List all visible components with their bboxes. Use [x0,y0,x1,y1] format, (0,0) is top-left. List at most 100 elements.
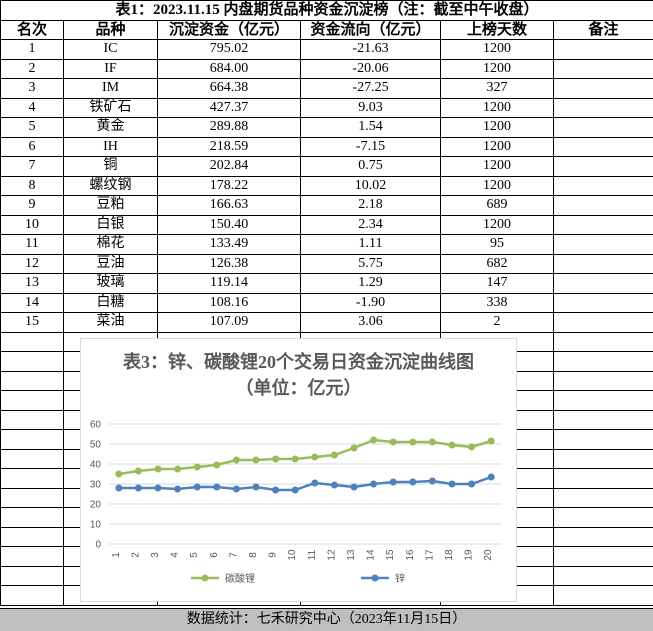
empty-cell [1,488,64,508]
table-cell [554,235,653,255]
table-cell: 8 [1,176,64,196]
table-cell: 5.75 [301,254,441,274]
x-tick-label: 10 [287,549,298,561]
table-cell: 1 [1,40,64,60]
x-tick-label: 17 [424,549,435,561]
x-tick-label: 5 [189,552,200,558]
table-cell: 铁矿石 [64,98,158,118]
data-point [351,445,358,452]
data-point [390,479,397,486]
data-point [213,462,220,469]
table-cell: 2 [1,59,64,79]
data-point [311,454,318,461]
x-tick-label: 9 [268,552,279,558]
table-cell: 7 [1,157,64,177]
column-header: 名次 [1,20,64,40]
legend-marker [202,575,209,582]
data-point [155,485,162,492]
x-tick-label: 2 [130,552,141,558]
table-cell: 菜油 [64,313,158,333]
empty-cell [554,332,653,352]
y-tick-label: 0 [95,540,101,551]
table-cell: 3 [1,79,64,99]
table-cell [554,98,653,118]
x-tick-label: 7 [228,552,239,558]
data-point [449,481,456,488]
table-cell: 689 [441,196,554,216]
x-tick-label: 15 [385,549,396,561]
table-cell: 1200 [441,98,554,118]
table-cell [554,196,653,216]
data-point [115,471,122,478]
table-cell: 6 [1,137,64,157]
data-point [135,468,142,475]
empty-cell [1,547,64,567]
data-point [272,456,279,463]
legend-marker [372,575,379,582]
empty-cell [1,352,64,372]
table-cell: -7.15 [301,137,441,157]
empty-cell [1,332,64,352]
table-cell: 白银 [64,215,158,235]
table-cell: 3.06 [301,313,441,333]
table-cell: 白糖 [64,293,158,313]
data-point [233,486,240,493]
x-tick-label: 14 [366,549,377,561]
y-tick-label: 50 [90,440,102,451]
legend-label: 锌 [395,572,405,585]
x-tick-label: 6 [209,552,220,558]
table-cell [554,79,653,99]
empty-cell [554,586,653,606]
table-cell: -20.06 [301,59,441,79]
table-cell: IC [64,40,158,60]
table-cell: 338 [441,293,554,313]
data-point [390,439,397,446]
data-point [488,438,495,445]
table-cell [554,40,653,60]
x-tick-label: 19 [464,549,475,561]
data-point [272,487,279,494]
table-cell: 1200 [441,137,554,157]
table-cell: 棉花 [64,235,158,255]
table-cell: 2.18 [301,196,441,216]
x-tick-label: 1 [111,552,122,558]
table-cell: 15 [1,313,64,333]
table-cell: 玻璃 [64,274,158,294]
empty-cell [554,547,653,567]
data-point [409,479,416,486]
y-tick-label: 20 [90,500,102,511]
table-cell: 2 [441,313,554,333]
x-tick-label: 11 [307,549,318,560]
table-cell: 螺纹钢 [64,176,158,196]
empty-cell [1,449,64,469]
table-cell: 2.34 [301,215,441,235]
data-point [429,478,436,485]
empty-cell [1,566,64,586]
column-header: 上榜天数 [441,20,554,40]
table-cell [554,215,653,235]
x-tick-label: 8 [248,552,259,558]
table-cell: 1.29 [301,274,441,294]
y-tick-label: 40 [90,460,102,471]
table-cell: 12 [1,254,64,274]
table-cell: 10 [1,215,64,235]
table-cell: IM [64,79,158,99]
column-header: 品种 [64,20,158,40]
table-cell: 682 [441,254,554,274]
legend-label: 碳酸锂 [225,572,255,585]
x-tick-label: 20 [483,549,494,561]
data-point [351,484,358,491]
table-cell: 107.09 [158,313,301,333]
empty-cell [554,430,653,450]
empty-cell [554,371,653,391]
empty-cell [554,391,653,411]
